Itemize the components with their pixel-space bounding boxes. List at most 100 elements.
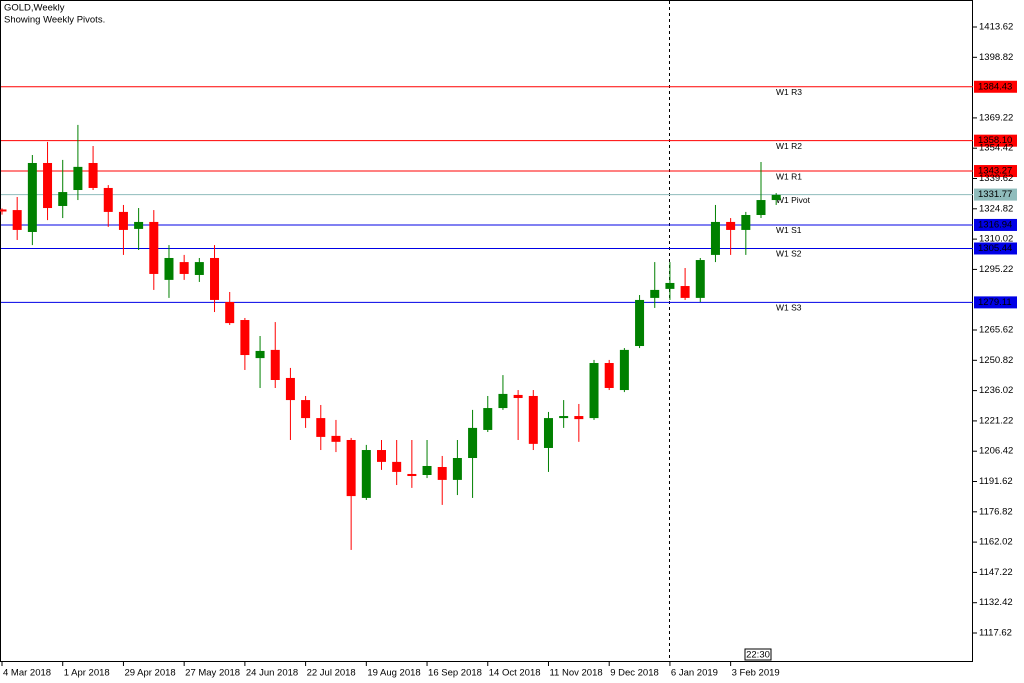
candle-body (316, 418, 326, 437)
y-tick-label: 1221.22 (979, 415, 1013, 426)
y-tick-label: 1176.82 (979, 506, 1013, 517)
candle-body (103, 187, 113, 212)
candle-body (255, 350, 265, 359)
candle-body (710, 221, 720, 255)
candle-body (543, 418, 553, 448)
time-box (744, 648, 772, 661)
x-tick-label: 1 Apr 2018 (64, 668, 110, 679)
x-tick-label: 11 Nov 2018 (549, 668, 602, 679)
price-label: 1316.94 (978, 219, 1012, 230)
candle-body (589, 363, 599, 419)
y-tick-label: 1236.02 (979, 385, 1013, 396)
candle-body (407, 473, 417, 477)
candle-body (134, 221, 144, 229)
y-tick-label: 1250.82 (979, 355, 1013, 366)
candle-body (377, 450, 386, 462)
candle-body (58, 192, 68, 206)
candle-body (301, 400, 311, 419)
pivot-name: W1 S1 (776, 225, 802, 235)
candle-body (331, 435, 341, 442)
pivot-name: W1 R3 (776, 87, 802, 97)
y-tick-label: 1191.62 (979, 476, 1013, 487)
x-tick-label: 9 Dec 2018 (610, 668, 659, 679)
candle-body (468, 427, 478, 459)
price-label-box (974, 242, 1017, 255)
candle-body (498, 393, 508, 409)
price-label-box (974, 134, 1017, 147)
candle-body (726, 221, 736, 230)
candle-body (741, 214, 751, 230)
candle-body (635, 299, 645, 347)
candle-body (680, 286, 690, 298)
candle-body (88, 162, 98, 188)
price-label-box (974, 165, 1017, 178)
candle-body (118, 211, 128, 230)
pivot-name: W1 S3 (776, 303, 802, 313)
candle-body (452, 458, 462, 480)
x-tick-label: 6 Jan 2019 (671, 668, 718, 679)
candle-body (73, 166, 83, 191)
candle-body (771, 194, 781, 201)
candle-body (619, 349, 629, 391)
y-tick-label: 1206.42 (979, 446, 1013, 457)
candle-body (695, 260, 705, 298)
candle-body (240, 320, 250, 356)
x-tick-label: 19 Aug 2018 (367, 668, 420, 679)
price-label: 1384.43 (978, 81, 1012, 92)
x-tick-label: 4 Mar 2018 (3, 668, 51, 679)
y-tick-label: 1295.22 (979, 264, 1013, 275)
chart-subtitle: Showing Weekly Pivots. (4, 15, 105, 26)
y-tick-label: 1398.82 (979, 52, 1013, 63)
candle-body (392, 461, 402, 472)
candle-body (0, 209, 7, 212)
pivot-name: W1 S2 (776, 249, 802, 259)
x-tick-label: 29 Apr 2018 (124, 668, 175, 679)
pivot-name: W1 Pivot (776, 195, 811, 205)
price-label: 1279.11 (978, 297, 1012, 308)
x-tick-label: 22 Jul 2018 (307, 668, 356, 679)
price-label-box (974, 188, 1017, 201)
y-tick-label: 1354.42 (979, 143, 1013, 154)
chart-title: GOLD,Weekly (4, 3, 65, 14)
price-label: 1305.44 (978, 243, 1012, 254)
price-label: 1343.27 (978, 166, 1012, 177)
candle-body (43, 162, 53, 209)
candle-body (574, 416, 584, 420)
y-tick-label: 1132.42 (979, 597, 1013, 608)
y-tick-label: 1265.62 (979, 325, 1013, 336)
y-tick-label: 1413.62 (979, 22, 1013, 33)
y-tick-label: 1324.82 (979, 203, 1013, 214)
x-tick-label: 3 Feb 2019 (732, 668, 780, 679)
pivot-name: W1 R1 (776, 171, 802, 181)
price-label-box (974, 218, 1017, 231)
pivot-name: W1 R2 (776, 141, 802, 151)
y-tick-label: 1339.62 (979, 173, 1013, 184)
candle-body (483, 408, 493, 430)
candle-body (225, 301, 235, 324)
price-label-box (974, 296, 1017, 309)
x-tick-label: 24 Jun 2018 (246, 668, 298, 679)
candle-body (179, 262, 189, 274)
candle-body (285, 377, 295, 401)
candle-body (164, 257, 174, 280)
candle-body (437, 467, 447, 480)
candle-body (650, 289, 660, 298)
price-label: 1331.77 (978, 189, 1012, 200)
y-tick-label: 1310.02 (979, 234, 1013, 245)
candle-body (559, 416, 569, 419)
price-label: 1358.10 (978, 135, 1012, 146)
price-label-box (974, 80, 1017, 93)
candle-body (270, 349, 280, 381)
x-tick-label: 27 May 2018 (185, 668, 240, 679)
y-tick-label: 1147.22 (979, 567, 1013, 578)
candle-body (361, 450, 371, 498)
candle-body (210, 257, 220, 300)
y-tick-label: 1162.02 (979, 537, 1013, 548)
candle-body (194, 262, 204, 275)
y-tick-label: 1117.62 (979, 628, 1012, 639)
time-label: 22:30 (746, 650, 770, 661)
candle-body (513, 394, 523, 399)
plot-frame (0, 0, 973, 662)
candle-body (346, 439, 356, 497)
candle-body (27, 162, 37, 232)
